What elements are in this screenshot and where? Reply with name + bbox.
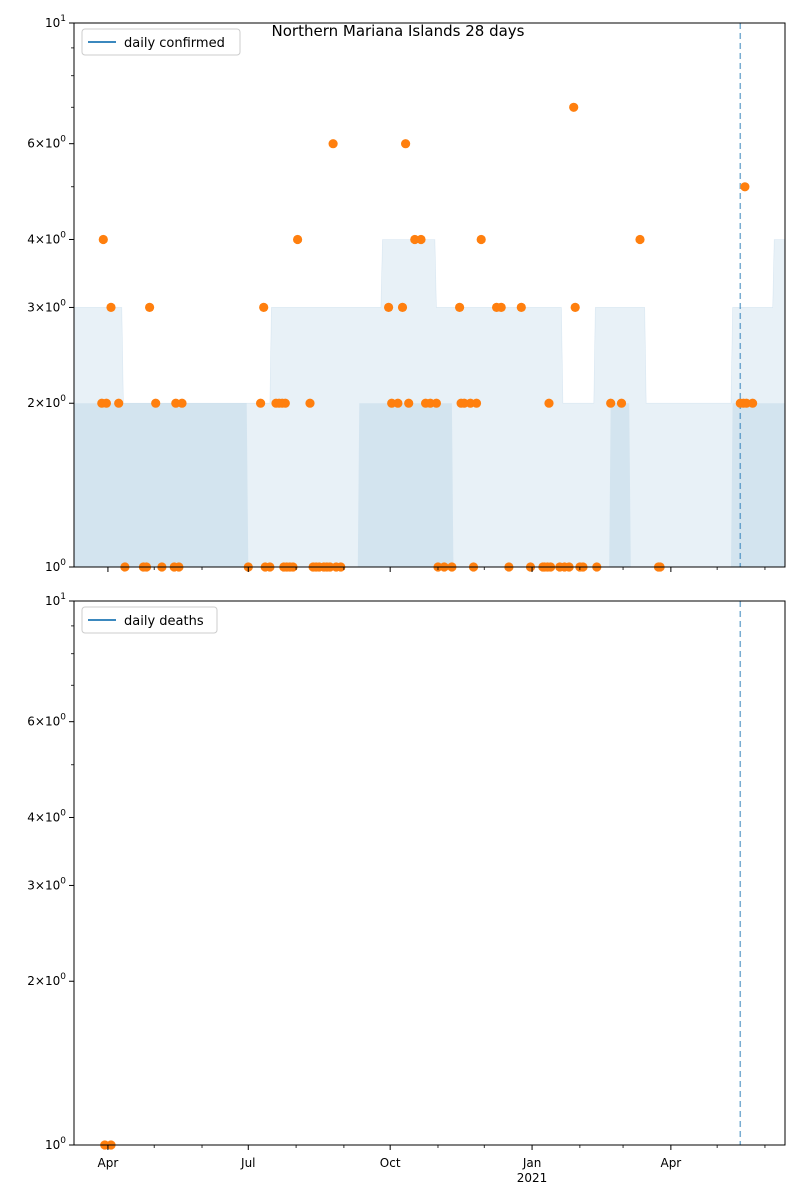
data-point bbox=[259, 302, 269, 312]
y-tick-label: 4×100 bbox=[27, 808, 66, 824]
data-point bbox=[101, 398, 111, 408]
data-point bbox=[569, 102, 579, 112]
chart-title: Northern Mariana Islands 28 days bbox=[272, 22, 525, 40]
legend-box bbox=[81, 606, 218, 634]
data-point bbox=[328, 139, 338, 149]
legend-label: daily deaths bbox=[124, 614, 204, 629]
data-point bbox=[397, 302, 408, 312]
data-point bbox=[496, 302, 506, 312]
data-point bbox=[384, 302, 394, 312]
y-tick-label: 2×100 bbox=[27, 394, 66, 410]
legend-box bbox=[81, 28, 241, 56]
y-tick-label: 100 bbox=[45, 1136, 66, 1152]
data-point bbox=[177, 398, 187, 408]
x-tick-sublabel: 2021 bbox=[517, 1171, 548, 1185]
x-tick-label: Jul bbox=[240, 1156, 255, 1170]
y-tick-label: 6×100 bbox=[27, 713, 66, 729]
data-point bbox=[471, 398, 482, 408]
y-tick-label: 100 bbox=[45, 558, 66, 574]
data-point bbox=[416, 234, 426, 245]
data-point bbox=[616, 398, 627, 408]
data-point bbox=[544, 398, 554, 408]
y-tick-label: 101 bbox=[45, 592, 66, 608]
data-point bbox=[740, 182, 750, 192]
y-tick-label: 3×100 bbox=[27, 876, 66, 892]
data-point bbox=[635, 234, 645, 245]
y-tick-label: 2×100 bbox=[27, 972, 66, 988]
confirmed-panel: 100 2×100 3×100 4×100 6×100 101 daily confirme… bbox=[27, 14, 786, 574]
legend-label: daily confirmed bbox=[124, 36, 225, 51]
data-point bbox=[293, 234, 303, 245]
data-point bbox=[401, 139, 411, 149]
x-tick-label: Apr bbox=[98, 1156, 119, 1170]
y-tick-label: 3×100 bbox=[27, 298, 66, 314]
data-point bbox=[151, 398, 161, 408]
data-point bbox=[305, 398, 315, 408]
data-point bbox=[455, 302, 465, 312]
data-point bbox=[516, 302, 526, 312]
data-point bbox=[476, 234, 486, 245]
y-tick-label: 101 bbox=[45, 14, 66, 30]
data-point bbox=[404, 398, 414, 408]
data-point bbox=[393, 398, 403, 408]
axes-frame bbox=[73, 600, 786, 1146]
x-tick-label: Apr bbox=[660, 1156, 681, 1170]
x-tick-label: Oct bbox=[380, 1156, 401, 1170]
data-point bbox=[280, 398, 290, 408]
data-point bbox=[145, 302, 155, 312]
data-point bbox=[570, 302, 580, 312]
axes-frame bbox=[73, 22, 786, 568]
deaths-panel: 100 2×100 3×100 4×100 6×100 101 Apr Jul Oct Jan20… bbox=[27, 592, 786, 1185]
y-tick-label: 6×100 bbox=[27, 135, 66, 151]
data-point bbox=[256, 398, 266, 408]
data-point bbox=[431, 398, 441, 408]
data-point bbox=[114, 398, 124, 408]
data-point bbox=[98, 234, 108, 245]
y-tick-label: 4×100 bbox=[27, 230, 66, 246]
band-inner bbox=[74, 403, 785, 567]
data-point bbox=[748, 398, 758, 408]
x-tick-label: Jan bbox=[522, 1156, 542, 1170]
data-point bbox=[606, 398, 616, 408]
data-point bbox=[106, 302, 116, 312]
